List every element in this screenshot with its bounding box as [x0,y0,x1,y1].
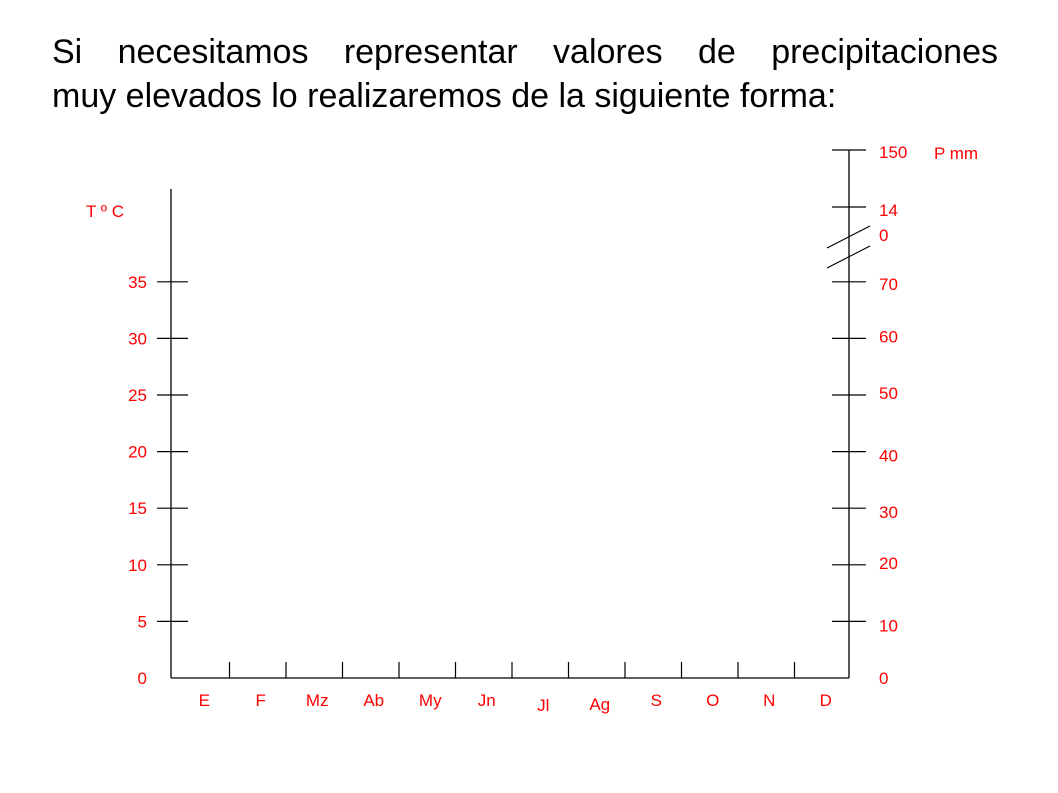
precipitation-tick-label: 20 [879,554,898,573]
precipitation-tick-label: 0 [879,669,888,688]
month-label: Ab [363,691,384,710]
precipitation-tick-label: 40 [879,447,898,466]
month-label: F [256,691,266,710]
month-label: Mz [306,691,329,710]
temperature-tick-label: 20 [128,443,147,462]
temperature-tick-label: 35 [128,273,147,292]
month-label: E [199,691,210,710]
month-label: Jn [478,691,496,710]
temperature-tick-label: 10 [128,556,147,575]
axis-break-mark [826,245,871,269]
month-label: D [820,691,832,710]
precipitation-tick-label: 10 [879,616,898,635]
precipitation-tick-label: 50 [879,384,898,403]
temperature-tick-label: 5 [138,612,147,631]
month-label: My [419,691,442,710]
precipitation-axis-label: P mm [934,144,978,163]
heading-line-2: muy elevados lo realizaremos de la sigui… [52,77,837,115]
month-label: O [706,691,719,710]
axis-break-mark [826,225,871,249]
temperature-tick-label: 0 [138,669,147,688]
precipitation-tick-label: 70 [879,275,898,294]
temperature-tick-label: 25 [128,386,147,405]
temperature-tick-label: 15 [128,499,147,518]
heading-line-1: Si necesitamos representar valores de pr… [52,33,998,71]
month-label: N [763,691,775,710]
temperature-tick-label: 30 [128,329,147,348]
page-heading: Si necesitamos representar valores de pr… [52,30,998,118]
precipitation-tick-label: 14 0 [879,201,898,245]
month-label: Ag [589,695,610,714]
month-label: Jl [537,696,549,715]
month-label: S [651,691,662,710]
precipitation-tick-label: 60 [879,327,898,346]
temperature-axis-label: T º C [86,202,124,221]
precipitation-tick-label: 150 [879,143,907,162]
precipitation-tick-label: 30 [879,503,898,522]
